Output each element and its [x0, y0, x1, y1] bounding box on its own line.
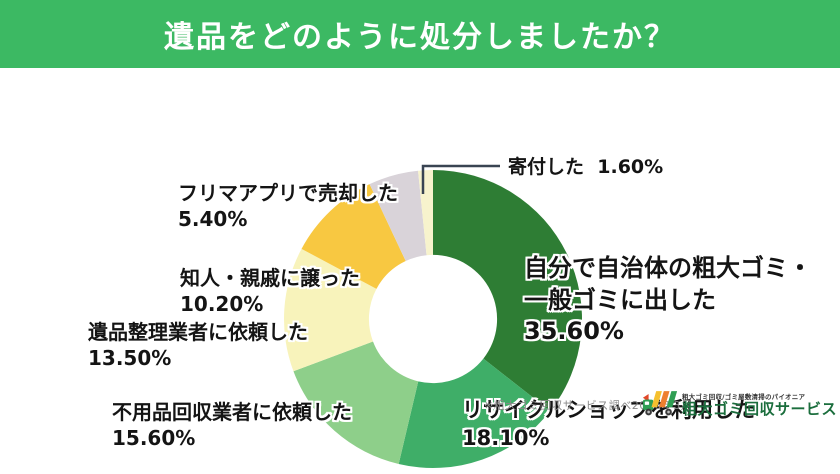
slice-label-pct: 15.60%: [112, 426, 196, 451]
slice-label-pct: 35.60%: [524, 317, 624, 346]
brand-logo: 粗大ゴミ回収/ゴミ屋敷清掃のパイオニア 粗大ゴミ回収サービス: [641, 388, 837, 417]
slice-label-relatives: 知人・親戚に譲った 10.20%: [180, 265, 360, 318]
slice-label-text: 一般ゴミに出した: [524, 285, 716, 314]
slice-label-donated: 寄付した 1.60%: [508, 155, 663, 180]
donut-slice-3: [283, 248, 377, 372]
slice-label-text: 不用品回収業者に依頼した: [112, 400, 352, 424]
chart-area: 自分で自治体の粗大ゴミ・ 一般ゴミに出した 35.60% リサイクルショップを利…: [0, 68, 840, 468]
slice-label-text: フリマアプリで売却した: [178, 181, 398, 205]
slice-label-text: リサイクルショップを利用した: [462, 398, 755, 422]
header-banner: 遺品をどのように処分しましたか？: [0, 0, 840, 68]
donut-slice-4: [301, 184, 406, 289]
page-title: 遺品をどのように処分しましたか？: [164, 20, 676, 55]
slice-label-text: 知人・親戚に譲った: [180, 266, 360, 290]
slice-label-text: 寄付した: [508, 156, 585, 178]
slice-label-text: 自分で自治体の粗大ゴミ・: [524, 254, 812, 282]
slice-label-pct: 5.40%: [178, 207, 248, 232]
donate-leader-line: [421, 164, 500, 194]
slice-label-pct: 13.50%: [88, 346, 172, 371]
truck-icon: [642, 391, 678, 416]
donut-slice-5: [369, 170, 427, 262]
logo-tagline: 粗大ゴミ回収/ゴミ屋敷清掃のパイオニア: [681, 392, 806, 401]
logo-text: 粗大ゴミ回収/ゴミ屋敷清掃のパイオニア 粗大ゴミ回収サービス: [681, 392, 837, 418]
slice-label-self-disposal: 自分で自治体の粗大ゴミ・ 一般ゴミに出した 35.60%: [524, 253, 812, 348]
slice-label-text: 遺品整理業者に依頼した: [88, 320, 308, 344]
survey-source-note: ※粗大ゴミ回収サービス調べ2026年3月: [484, 399, 693, 412]
slice-label-junk-collector: 不用品回収業者に依頼した 15.60%: [112, 399, 352, 452]
slice-label-estate-organizer: 遺品整理業者に依頼した 13.50%: [88, 319, 308, 372]
slice-label-pct: 1.60%: [597, 156, 664, 178]
donut-slice-0: [433, 170, 583, 412]
slice-label-pct: 10.20%: [180, 292, 264, 317]
slice-label-pct: 18.10%: [462, 425, 550, 450]
slice-label-flea-app: フリマアプリで売却した 5.40%: [178, 180, 398, 233]
logo-brand-name: 粗大ゴミ回収サービス: [681, 400, 837, 418]
